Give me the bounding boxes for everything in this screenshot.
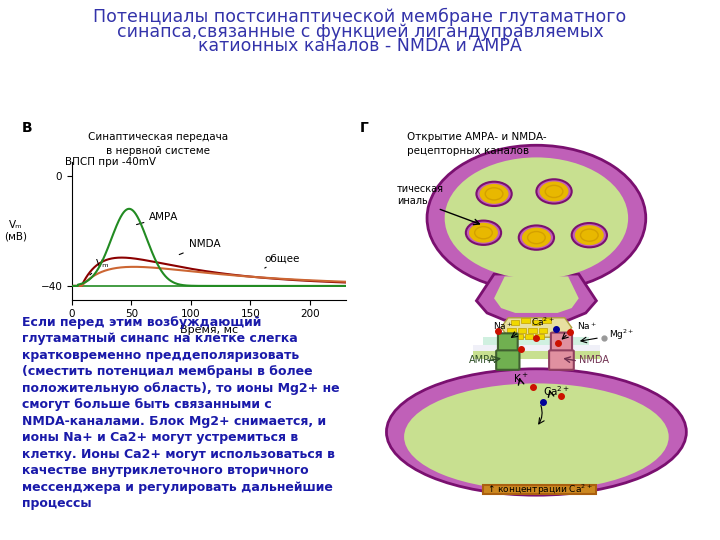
Bar <box>528 328 536 333</box>
Ellipse shape <box>575 225 604 245</box>
Text: Потенциалы постсинаптической мембране глутаматного: Потенциалы постсинаптической мембране гл… <box>94 8 626 26</box>
Text: Ca$^{2+}$: Ca$^{2+}$ <box>544 384 570 397</box>
Ellipse shape <box>427 145 646 291</box>
FancyBboxPatch shape <box>496 350 519 370</box>
Bar <box>510 320 519 325</box>
Bar <box>518 328 526 333</box>
Text: NMDA: NMDA <box>179 239 220 254</box>
Text: общее: общее <box>265 253 300 268</box>
Polygon shape <box>501 318 572 337</box>
Text: NMDA: NMDA <box>579 355 608 365</box>
Text: синапса,связанные с функцией лигандуправляемых: синапса,связанные с функцией лигандуправ… <box>117 23 603 40</box>
Ellipse shape <box>387 369 686 495</box>
Ellipse shape <box>539 181 569 201</box>
Text: K$^+$: K$^+$ <box>513 372 529 386</box>
Bar <box>514 334 523 339</box>
Text: АМРА: АМРА <box>137 212 179 225</box>
Text: катионных каналов - NMDA и АМРА: катионных каналов - NMDA и АМРА <box>198 37 522 55</box>
Bar <box>473 352 600 359</box>
Text: Если перед этим возбуждающий
глутаматный синапс на клетке слегка
кратковременно : Если перед этим возбуждающий глутаматный… <box>22 316 339 510</box>
Text: Г: Г <box>360 122 369 136</box>
Bar <box>532 320 540 325</box>
Bar <box>507 328 516 333</box>
FancyBboxPatch shape <box>549 350 574 370</box>
Text: AMPA: AMPA <box>469 355 497 365</box>
Text: В: В <box>22 122 32 136</box>
Text: ВПСП при -40mV: ВПСП при -40mV <box>65 157 156 167</box>
Text: Открытие АМРА- и NMDA-: Открытие АМРА- и NMDA- <box>407 132 546 143</box>
Y-axis label: Vₘ
(мВ): Vₘ (мВ) <box>4 220 27 242</box>
Ellipse shape <box>518 226 554 249</box>
Bar <box>484 485 596 494</box>
Bar <box>525 334 534 339</box>
Ellipse shape <box>522 228 551 247</box>
Text: ↑ концентрации Ca$^{2+}$: ↑ концентрации Ca$^{2+}$ <box>487 483 593 497</box>
Text: рецепторных каналов: рецепторных каналов <box>407 146 529 156</box>
Ellipse shape <box>477 181 512 206</box>
Bar <box>484 336 589 346</box>
Text: Na$^+$: Na$^+$ <box>492 321 513 333</box>
Text: Na$^+$: Na$^+$ <box>577 321 597 333</box>
FancyBboxPatch shape <box>551 333 572 353</box>
Polygon shape <box>477 274 596 320</box>
Bar <box>536 334 544 339</box>
FancyBboxPatch shape <box>498 333 518 353</box>
Ellipse shape <box>404 383 669 490</box>
Bar <box>521 318 530 323</box>
Polygon shape <box>494 276 579 313</box>
Text: в нервной системе: в нервной системе <box>107 146 210 156</box>
Ellipse shape <box>572 223 607 247</box>
Ellipse shape <box>469 223 498 242</box>
Bar <box>542 318 551 323</box>
X-axis label: Время, мс: Время, мс <box>180 325 238 335</box>
Text: Mg$^{2+}$: Mg$^{2+}$ <box>608 328 634 342</box>
Ellipse shape <box>536 179 572 204</box>
Text: Синаптическая передача: Синаптическая передача <box>89 132 228 143</box>
Ellipse shape <box>480 184 508 204</box>
Text: тическая
иналь: тическая иналь <box>397 184 444 206</box>
Ellipse shape <box>445 157 628 279</box>
Ellipse shape <box>466 221 501 245</box>
Bar <box>539 328 547 333</box>
Text: Vₘ: Vₘ <box>90 259 109 275</box>
Bar <box>473 345 600 352</box>
Text: Ca$^{2+}$: Ca$^{2+}$ <box>531 315 555 328</box>
